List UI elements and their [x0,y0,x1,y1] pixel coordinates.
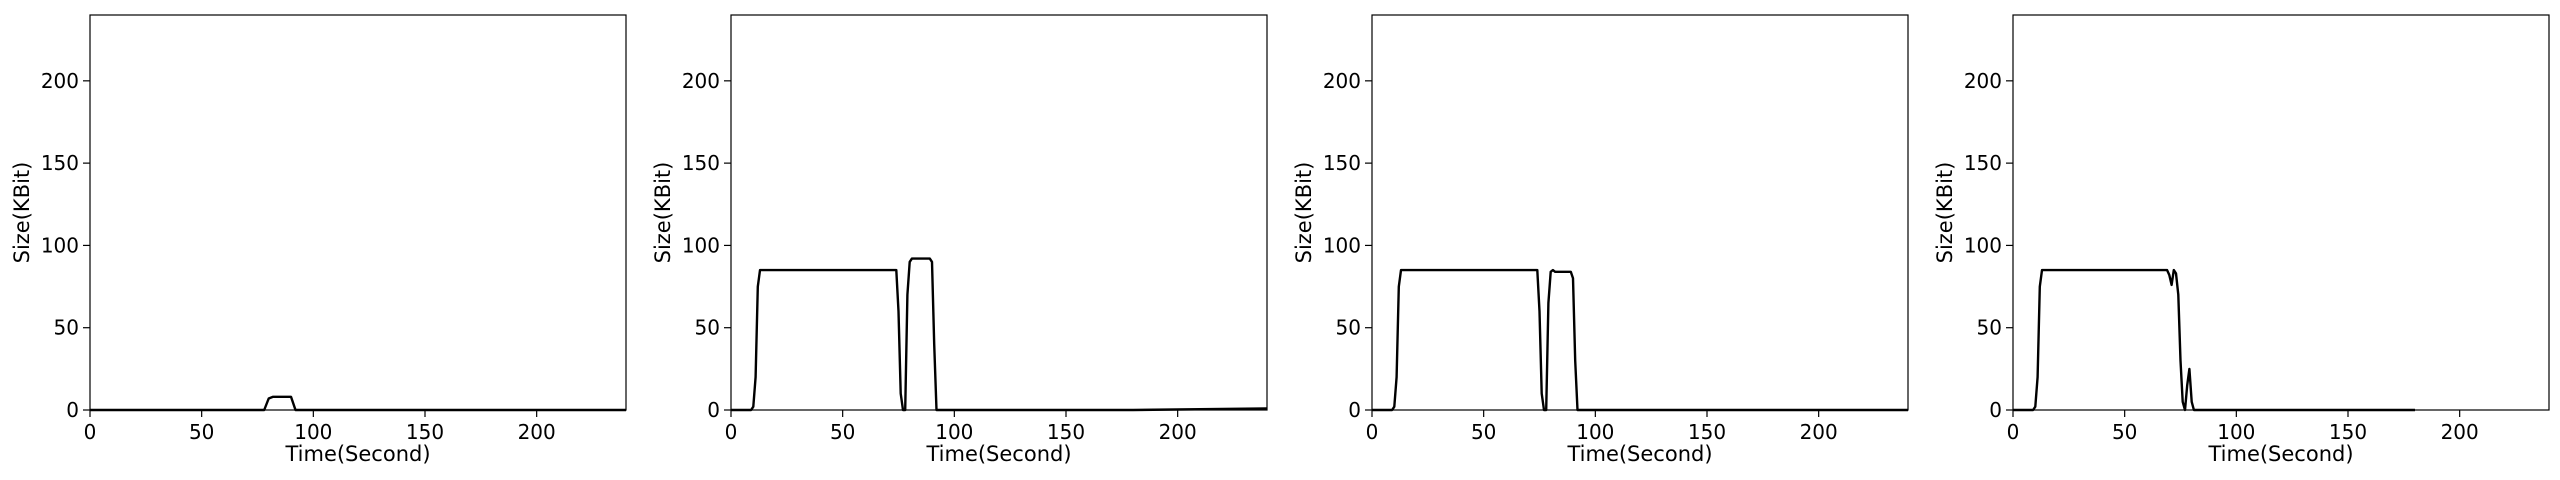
y-tick-label: 50 [1336,316,1361,340]
y-tick-label: 100 [1964,233,2002,257]
y-tick-label: 50 [1977,316,2002,340]
x-tick-label: 50 [830,420,855,444]
x-axis-label: Time(Second) [925,442,1071,466]
x-tick-label: 200 [2441,420,2479,444]
y-tick-label: 150 [1323,151,1361,175]
series-line [1372,268,1908,412]
series-line [731,257,1268,412]
plot-frame [730,14,1268,411]
chart-panel-3: 0 50 100 150 200 0 50 100 150 200 Time(Second) Size… [1292,14,1909,466]
plot-frame [89,14,627,411]
x-tick-label: 200 [1159,420,1197,444]
plot-frame [2012,14,2550,411]
plot-frame [1371,14,1909,411]
y-tick-label: 50 [695,316,720,340]
chart-panel-2: 0 50 100 150 200 0 50 100 150 200 Time(Second) Size… [651,14,1268,466]
x-tick-label: 150 [406,420,444,444]
x-tick-label: 50 [1471,420,1496,444]
x-tick-label: 50 [189,420,214,444]
chart-panel-4: 0 50 100 150 200 0 50 100 150 200 Time(Second) Size… [1933,14,2550,466]
y-tick-label: 100 [1323,233,1361,257]
x-tick-label: 150 [1688,420,1726,444]
x-tick-label: 0 [2007,420,2020,444]
x-tick-label: 0 [84,420,97,444]
y-axis-label: Size(KBit) [651,162,675,264]
x-tick-label: 100 [2217,420,2255,444]
y-axis-label: Size(KBit) [10,162,34,264]
x-tick-label: 50 [2112,420,2137,444]
series-line [90,395,626,412]
y-tick-label: 150 [41,151,79,175]
y-tick-label: 100 [41,233,79,257]
chart-panel-1: 0 50 100 150 200 0 50 100 150 200 Time(Second) Size… [10,14,627,466]
x-tick-label: 200 [1800,420,1838,444]
x-tick-label: 100 [935,420,973,444]
y-tick-label: 150 [1964,151,2002,175]
y-axis-label: Size(KBit) [1292,162,1316,264]
y-tick-label: 200 [1323,69,1361,93]
y-tick-label: 0 [1989,398,2002,422]
x-tick-label: 0 [725,420,738,444]
x-tick-label: 0 [1366,420,1379,444]
x-axis-label: Time(Second) [284,442,430,466]
y-tick-label: 200 [682,69,720,93]
x-tick-label: 200 [518,420,556,444]
x-axis-label: Time(Second) [2207,442,2353,466]
y-tick-label: 0 [66,398,79,422]
y-tick-label: 100 [682,233,720,257]
x-axis-label: Time(Second) [1566,442,1712,466]
x-tick-label: 100 [294,420,332,444]
y-tick-label: 0 [1348,398,1361,422]
y-tick-label: 200 [1964,69,2002,93]
y-tick-label: 0 [707,398,720,422]
y-tick-label: 200 [41,69,79,93]
y-tick-label: 150 [682,151,720,175]
x-tick-label: 150 [1047,420,1085,444]
x-tick-label: 150 [2329,420,2367,444]
series-line [2013,268,2415,412]
x-tick-label: 100 [1576,420,1614,444]
y-tick-label: 50 [54,316,79,340]
y-axis-label: Size(KBit) [1933,162,1957,264]
